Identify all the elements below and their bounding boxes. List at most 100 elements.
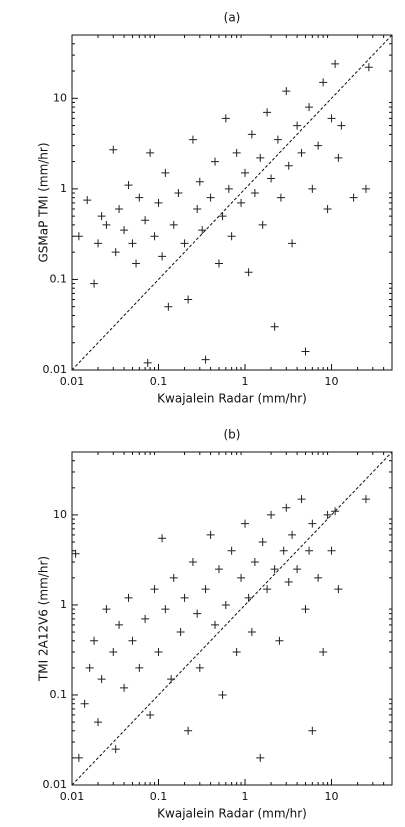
point xyxy=(270,322,279,331)
point xyxy=(85,663,94,672)
point xyxy=(319,648,328,657)
point xyxy=(150,232,159,241)
point xyxy=(218,212,227,221)
point xyxy=(267,174,276,183)
point xyxy=(154,648,163,657)
y-axis-label: GSMaP TMI (mm/hr) xyxy=(37,142,51,262)
x-tick-label: 0.01 xyxy=(60,375,85,388)
y-tick-label: 0.01 xyxy=(43,363,68,376)
point xyxy=(150,585,159,594)
point xyxy=(111,248,120,257)
y-tick-label: 0.01 xyxy=(43,778,68,791)
point xyxy=(334,153,343,162)
point xyxy=(214,259,223,268)
point xyxy=(90,636,99,645)
point xyxy=(206,193,215,202)
point xyxy=(288,530,297,539)
point xyxy=(308,519,317,528)
point xyxy=(206,530,215,539)
point xyxy=(198,226,207,235)
point xyxy=(323,204,332,213)
point xyxy=(111,745,120,754)
y-tick-label: 10 xyxy=(53,91,67,104)
x-axis-label: Kwajalein Radar (mm/hr) xyxy=(157,392,307,406)
point xyxy=(282,87,291,96)
point xyxy=(193,204,202,213)
point xyxy=(102,605,111,614)
y-tick-label: 0.1 xyxy=(50,272,68,285)
point xyxy=(161,168,170,177)
point xyxy=(124,593,133,602)
point xyxy=(364,63,373,72)
point xyxy=(184,295,193,304)
point xyxy=(141,614,150,623)
point xyxy=(174,189,183,198)
point xyxy=(180,239,189,248)
point xyxy=(247,130,256,139)
x-tick-label: 0.1 xyxy=(150,790,168,803)
x-tick-label: 10 xyxy=(325,790,339,803)
point xyxy=(314,573,323,582)
point xyxy=(293,565,302,574)
x-tick-label: 10 xyxy=(325,375,339,388)
point xyxy=(80,699,89,708)
point xyxy=(305,103,314,112)
point xyxy=(158,252,167,261)
point xyxy=(94,718,103,727)
point xyxy=(301,347,310,356)
point xyxy=(195,663,204,672)
point xyxy=(135,193,144,202)
point xyxy=(279,546,288,555)
point xyxy=(109,648,118,657)
point xyxy=(267,510,276,519)
point xyxy=(250,189,259,198)
point xyxy=(232,648,241,657)
x-tick-label: 0.01 xyxy=(60,790,85,803)
y-tick-label: 1 xyxy=(60,182,67,195)
point xyxy=(188,557,197,566)
point xyxy=(361,495,370,504)
point xyxy=(301,605,310,614)
point xyxy=(115,204,124,213)
point xyxy=(164,302,173,311)
one-to-one-line xyxy=(71,451,393,786)
point xyxy=(263,108,272,117)
point xyxy=(241,168,250,177)
point xyxy=(169,220,178,229)
point xyxy=(327,114,336,123)
point xyxy=(361,184,370,193)
point xyxy=(227,232,236,241)
point xyxy=(128,636,137,645)
point xyxy=(334,585,343,594)
point xyxy=(331,507,340,516)
point xyxy=(256,153,265,162)
point xyxy=(221,114,230,123)
point xyxy=(314,141,323,150)
point xyxy=(293,121,302,130)
y-axis-label: TMI 2A12V6 (mm/hr) xyxy=(37,556,51,682)
y-tick-label: 0.1 xyxy=(50,688,68,701)
point xyxy=(90,279,99,288)
point xyxy=(158,534,167,543)
point xyxy=(273,135,282,144)
point xyxy=(102,220,111,229)
point xyxy=(297,148,306,157)
point xyxy=(244,593,253,602)
point xyxy=(288,239,297,248)
point xyxy=(308,184,317,193)
point xyxy=(135,663,144,672)
point xyxy=(132,259,141,268)
point xyxy=(224,184,233,193)
panel-title: (a) xyxy=(224,11,241,25)
point xyxy=(297,495,306,504)
point xyxy=(308,726,317,735)
point xyxy=(250,557,259,566)
point xyxy=(146,710,155,719)
point xyxy=(124,181,133,190)
point xyxy=(211,620,220,629)
point xyxy=(97,675,106,684)
point xyxy=(176,628,185,637)
point xyxy=(327,546,336,555)
point xyxy=(193,609,202,618)
